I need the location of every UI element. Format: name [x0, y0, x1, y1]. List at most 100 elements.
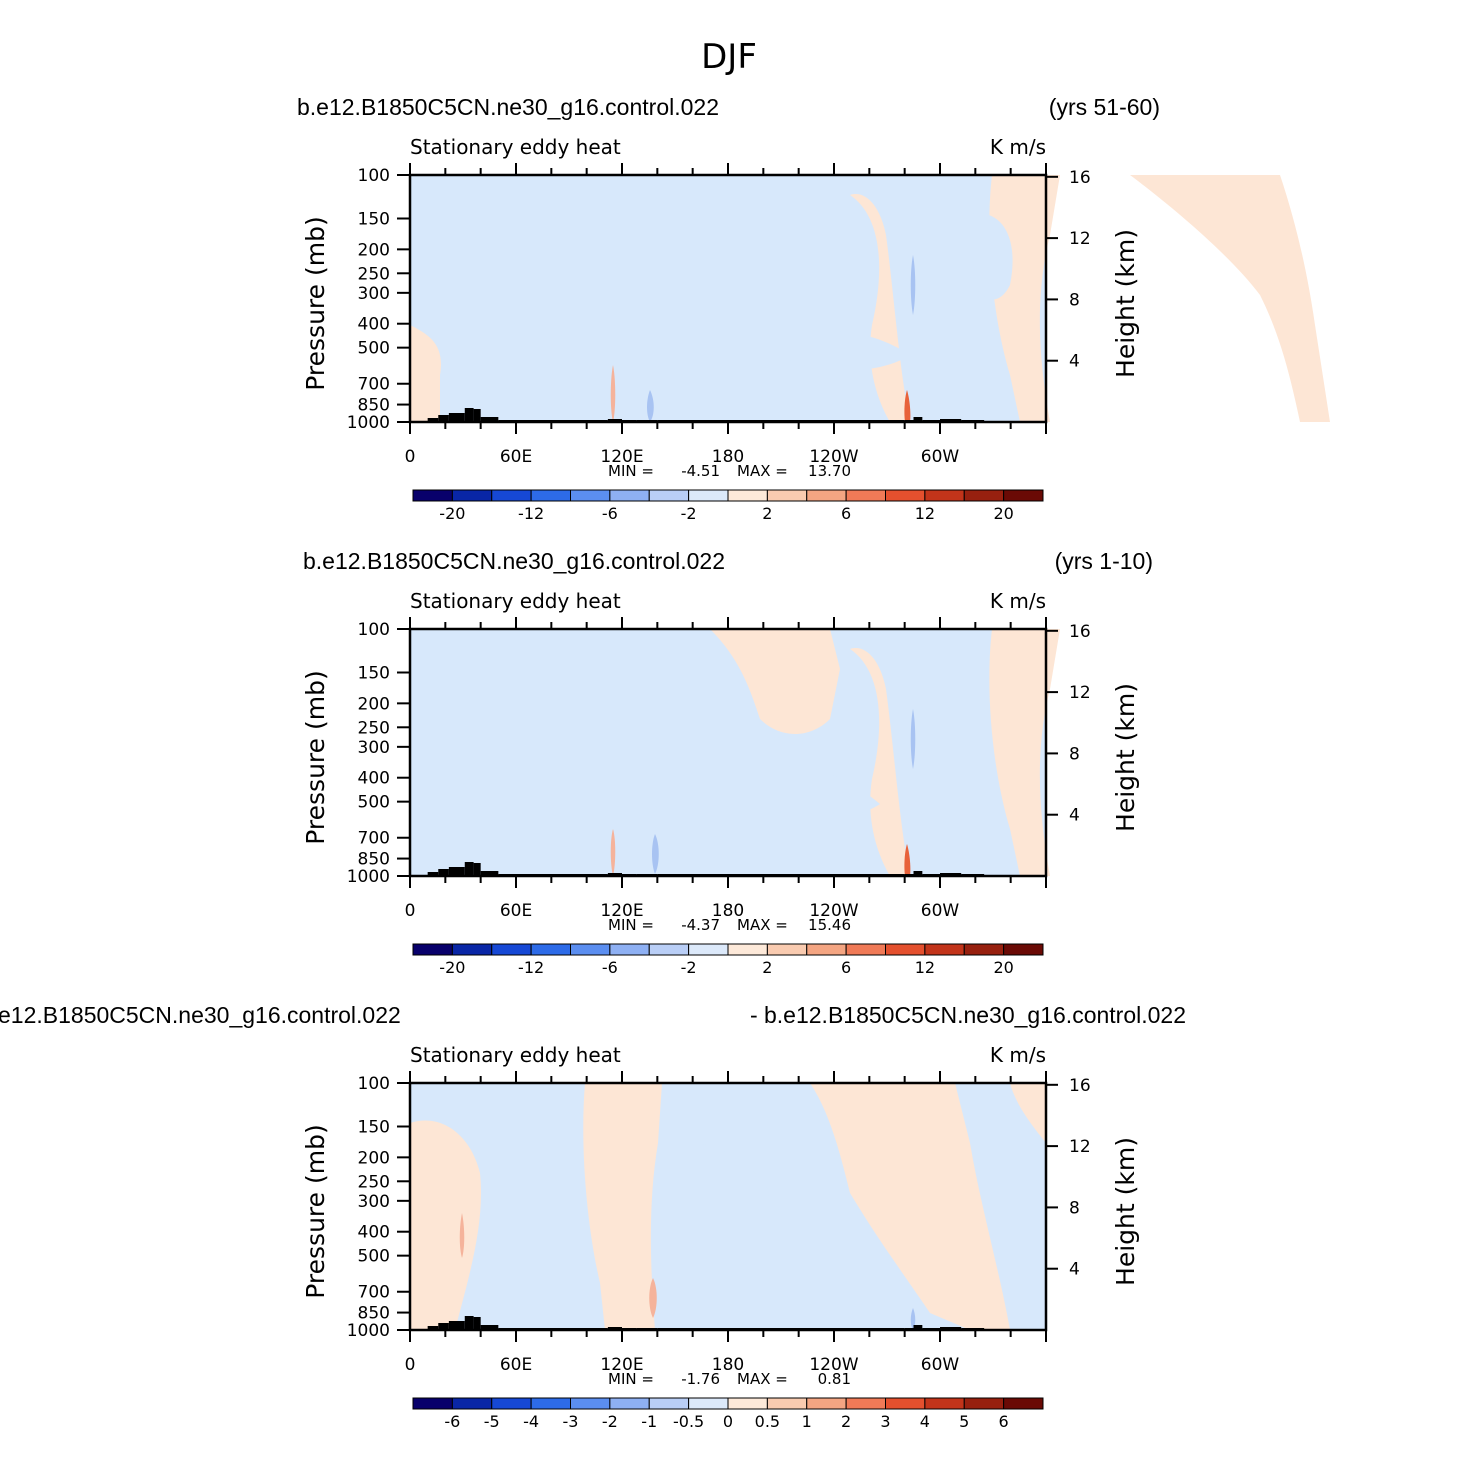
- y-tick-label: 100: [358, 166, 390, 186]
- colorbar-swatch: [491, 1397, 532, 1410]
- y2-tick-label: 16: [1069, 1076, 1091, 1096]
- x-tick-label: 180: [712, 447, 744, 467]
- panel-subtitle-right: K m/s: [990, 589, 1046, 613]
- colorbar-swatch: [766, 489, 808, 502]
- colorbar-swatch: [648, 489, 690, 502]
- contour-region-9: [904, 844, 911, 876]
- panel-subtitle-right: K m/s: [990, 1043, 1046, 1067]
- stat-min-label: MIN =: [608, 916, 654, 934]
- y2-axis-label: Height (km): [1111, 1137, 1140, 1286]
- colorbar-label: 2: [762, 958, 772, 977]
- stat-max-value: 0.81: [818, 1370, 851, 1388]
- colorbar-swatch: [885, 489, 926, 502]
- stat-min-label: MIN =: [608, 1370, 654, 1388]
- x-tick-label: 120E: [600, 901, 643, 921]
- contour-region-9: [647, 390, 654, 422]
- colorbar-label: 2: [762, 504, 772, 523]
- colorbar-swatch: [924, 943, 965, 956]
- colorbar-swatch: [727, 943, 768, 956]
- contour-region-5: [670, 1142, 770, 1216]
- contour-region-5: [505, 767, 580, 838]
- colorbar-swatch: [609, 1397, 650, 1410]
- panel-2: b.e12.B1850C5CN.ne30_g16.control.022 (yrs…: [301, 548, 1153, 977]
- contour-region-9: [910, 1308, 916, 1330]
- colorbar-swatch: [963, 489, 1005, 502]
- contour-region-6: [520, 1250, 590, 1302]
- field-background: [410, 629, 1046, 876]
- colorbar-label: 6: [841, 958, 851, 977]
- panel-subtitle-left: Stationary eddy heat: [410, 135, 621, 159]
- colorbar-label: -4: [523, 1412, 539, 1431]
- colorbar-label: -2: [681, 958, 697, 977]
- y-tick-label: 700: [358, 829, 390, 849]
- y-tick-label: 400: [358, 315, 390, 335]
- x-tick-label: 120W: [809, 1355, 858, 1375]
- colorbar-label: 6: [999, 1412, 1009, 1431]
- colorbar-swatch: [845, 943, 886, 956]
- contour-region-7: [965, 213, 1013, 300]
- y2-tick-label: 12: [1069, 683, 1091, 703]
- y-tick-label: 200: [358, 694, 390, 714]
- y2-tick-label: 12: [1069, 1137, 1091, 1157]
- colorbar-swatch: [648, 1397, 690, 1410]
- colorbar-swatch: [451, 943, 493, 956]
- colorbar-swatch: [885, 1397, 926, 1410]
- colorbar-swatch: [412, 489, 453, 502]
- colorbar-swatch: [845, 489, 886, 502]
- contour-region-11: [904, 390, 911, 422]
- y-tick-label: 150: [358, 663, 390, 683]
- panel-title-right: - b.e12.B1850C5CN.ne30_g16.control.022: [750, 1002, 1186, 1028]
- x-tick-label: 60E: [500, 1355, 532, 1375]
- panel-3: e12.B1850C5CN.ne30_g16.control.022 - b.e1…: [0, 1002, 1186, 1431]
- x-tick-label: 60W: [921, 901, 960, 921]
- colorbar-swatch: [885, 943, 926, 956]
- y-tick-label: 300: [358, 284, 390, 304]
- colorbar-label: 20: [993, 504, 1013, 523]
- y-tick-label: 500: [358, 1247, 390, 1267]
- colorbar-swatch: [530, 489, 571, 502]
- stat-max-label: MAX =: [737, 916, 788, 934]
- x-tick-label: 60E: [500, 447, 532, 467]
- y2-tick-label: 8: [1069, 290, 1080, 310]
- x-tick-label: 0: [405, 1355, 416, 1375]
- contour-region-4: [410, 325, 441, 422]
- contour-region-8: [910, 255, 916, 315]
- stat-max-value: 15.46: [808, 916, 851, 934]
- colorbar-label: 6: [841, 504, 851, 523]
- colorbar-swatch: [845, 1397, 886, 1410]
- panel-title-left: b.e12.B1850C5CN.ne30_g16.control.022: [297, 94, 719, 120]
- y2-tick-label: 8: [1069, 1198, 1080, 1218]
- colorbar-swatch: [451, 1397, 493, 1410]
- y-tick-label: 200: [358, 240, 390, 260]
- y-tick-label: 1000: [347, 1321, 390, 1341]
- panel-subtitle-left: Stationary eddy heat: [410, 1043, 621, 1067]
- y-tick-label: 250: [358, 1172, 390, 1192]
- colorbar-swatch: [648, 943, 690, 956]
- colorbar-swatch: [570, 1397, 611, 1410]
- colorbar: -6 -5 -4 -3 -2 -1 -0.5 0 0.5 1 2 3 4 5 6: [412, 1397, 1044, 1431]
- contour-region-3: [1130, 175, 1330, 422]
- colorbar-swatch: [806, 1397, 847, 1410]
- field-background: [410, 175, 1046, 422]
- panel-1: b.e12.B1850C5CN.ne30_g16.control.022 (yrs…: [297, 94, 1330, 523]
- colorbar-swatch: [609, 489, 650, 502]
- y2-tick-label: 16: [1069, 622, 1091, 642]
- y-tick-label: 150: [358, 209, 390, 229]
- y-tick-label: 300: [358, 1192, 390, 1212]
- colorbar-label: -20: [439, 504, 465, 523]
- colorbar-swatch: [806, 489, 847, 502]
- y-tick-label: 300: [358, 738, 390, 758]
- colorbar-label: -2: [602, 1412, 618, 1431]
- y2-tick-label: 4: [1069, 806, 1080, 826]
- stat-max-label: MAX =: [737, 462, 788, 480]
- y-tick-label: 700: [358, 375, 390, 395]
- colorbar-swatch: [1003, 1397, 1044, 1410]
- y-tick-label: 100: [358, 620, 390, 640]
- colorbar: -20 -12 -6 -2 2 6 12 20: [412, 943, 1044, 977]
- stat-max-value: 13.70: [808, 462, 851, 480]
- contour-region-2: [583, 1083, 662, 1330]
- y-tick-label: 400: [358, 1223, 390, 1243]
- colorbar-swatch: [727, 489, 768, 502]
- y-tick-label: 700: [358, 1283, 390, 1303]
- colorbar-label: 12: [915, 504, 935, 523]
